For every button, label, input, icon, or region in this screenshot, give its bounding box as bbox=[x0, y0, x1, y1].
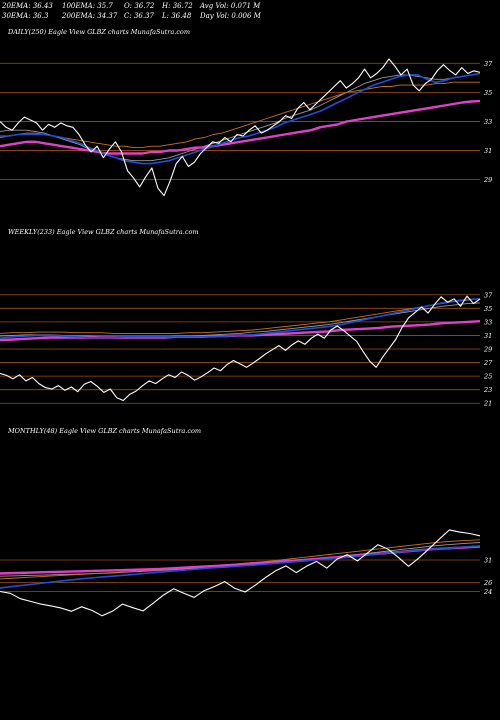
series-price bbox=[0, 529, 481, 617]
y-tick-label: 23 bbox=[483, 386, 492, 394]
monthly-panel-title: MONTHLY(48) Eagle View GLBZ charts Munaf… bbox=[7, 427, 201, 435]
y-tick-label: 35 bbox=[484, 89, 492, 97]
header-stats: 20EMA: 36.43 100EMA: 35.7 O: 36.72 H: 36… bbox=[1, 2, 262, 20]
stat-close: C: 36.37 bbox=[124, 12, 155, 20]
series-ema-grey bbox=[0, 302, 481, 338]
stat-avg-vol: Avg Vol: 0.071 M bbox=[199, 2, 261, 10]
y-tick-label: 24 bbox=[483, 588, 492, 596]
series-ema-blue bbox=[0, 298, 481, 339]
y-tick-label: 31 bbox=[484, 147, 492, 155]
series-ema-orange bbox=[0, 81, 480, 149]
stat-open: O: 36.72 bbox=[124, 2, 155, 10]
stat-day-vol: Day Vol: 0.006 M bbox=[199, 12, 262, 20]
y-tick-label: 25 bbox=[483, 373, 492, 381]
y-tick-label: 31 bbox=[484, 332, 492, 340]
y-tick-label: 37 bbox=[484, 60, 493, 68]
y-tick-label: 21 bbox=[483, 400, 492, 408]
stat-low: L: 36.48 bbox=[161, 12, 192, 20]
series-price bbox=[0, 295, 481, 402]
y-tick-label: 29 bbox=[483, 176, 492, 184]
series-ema-blue bbox=[0, 545, 481, 589]
y-tick-label: 37 bbox=[484, 291, 493, 299]
y-tick-label: 35 bbox=[484, 305, 492, 313]
daily-panel-title: DAILY(250) Eagle View GLBZ charts Munafa… bbox=[7, 28, 190, 36]
daily-panel: 37 35 33 31 29 bbox=[0, 58, 493, 197]
y-tick-label: 26 bbox=[483, 579, 492, 587]
stat-ema20: 20EMA: 36.43 bbox=[1, 2, 53, 10]
weekly-panel: 37 35 33 31 29 27 25 23 21 bbox=[0, 291, 493, 408]
stat-ema200: 200EMA: 34.37 bbox=[61, 12, 118, 20]
series-price bbox=[0, 58, 481, 197]
series-ema-orange bbox=[0, 298, 481, 334]
series-ema-blue bbox=[0, 72, 481, 165]
weekly-panel-title: WEEKLY(233) Eagle View GLBZ charts Munaf… bbox=[8, 228, 199, 236]
y-tick-label: 29 bbox=[483, 346, 492, 354]
series-ema-pink bbox=[0, 99, 481, 155]
y-tick-label: 27 bbox=[483, 359, 493, 367]
y-tick-label: 31 bbox=[484, 557, 492, 565]
stat-ema30: 30EMA: 36.3 bbox=[2, 12, 49, 20]
stat-high: H: 36.72 bbox=[161, 2, 193, 10]
y-tick-label: 33 bbox=[484, 118, 492, 126]
y-tick-label: 33 bbox=[484, 318, 492, 326]
stat-ema100: 100EMA: 35.7 bbox=[62, 2, 113, 10]
series-ema-grey bbox=[0, 73, 481, 162]
